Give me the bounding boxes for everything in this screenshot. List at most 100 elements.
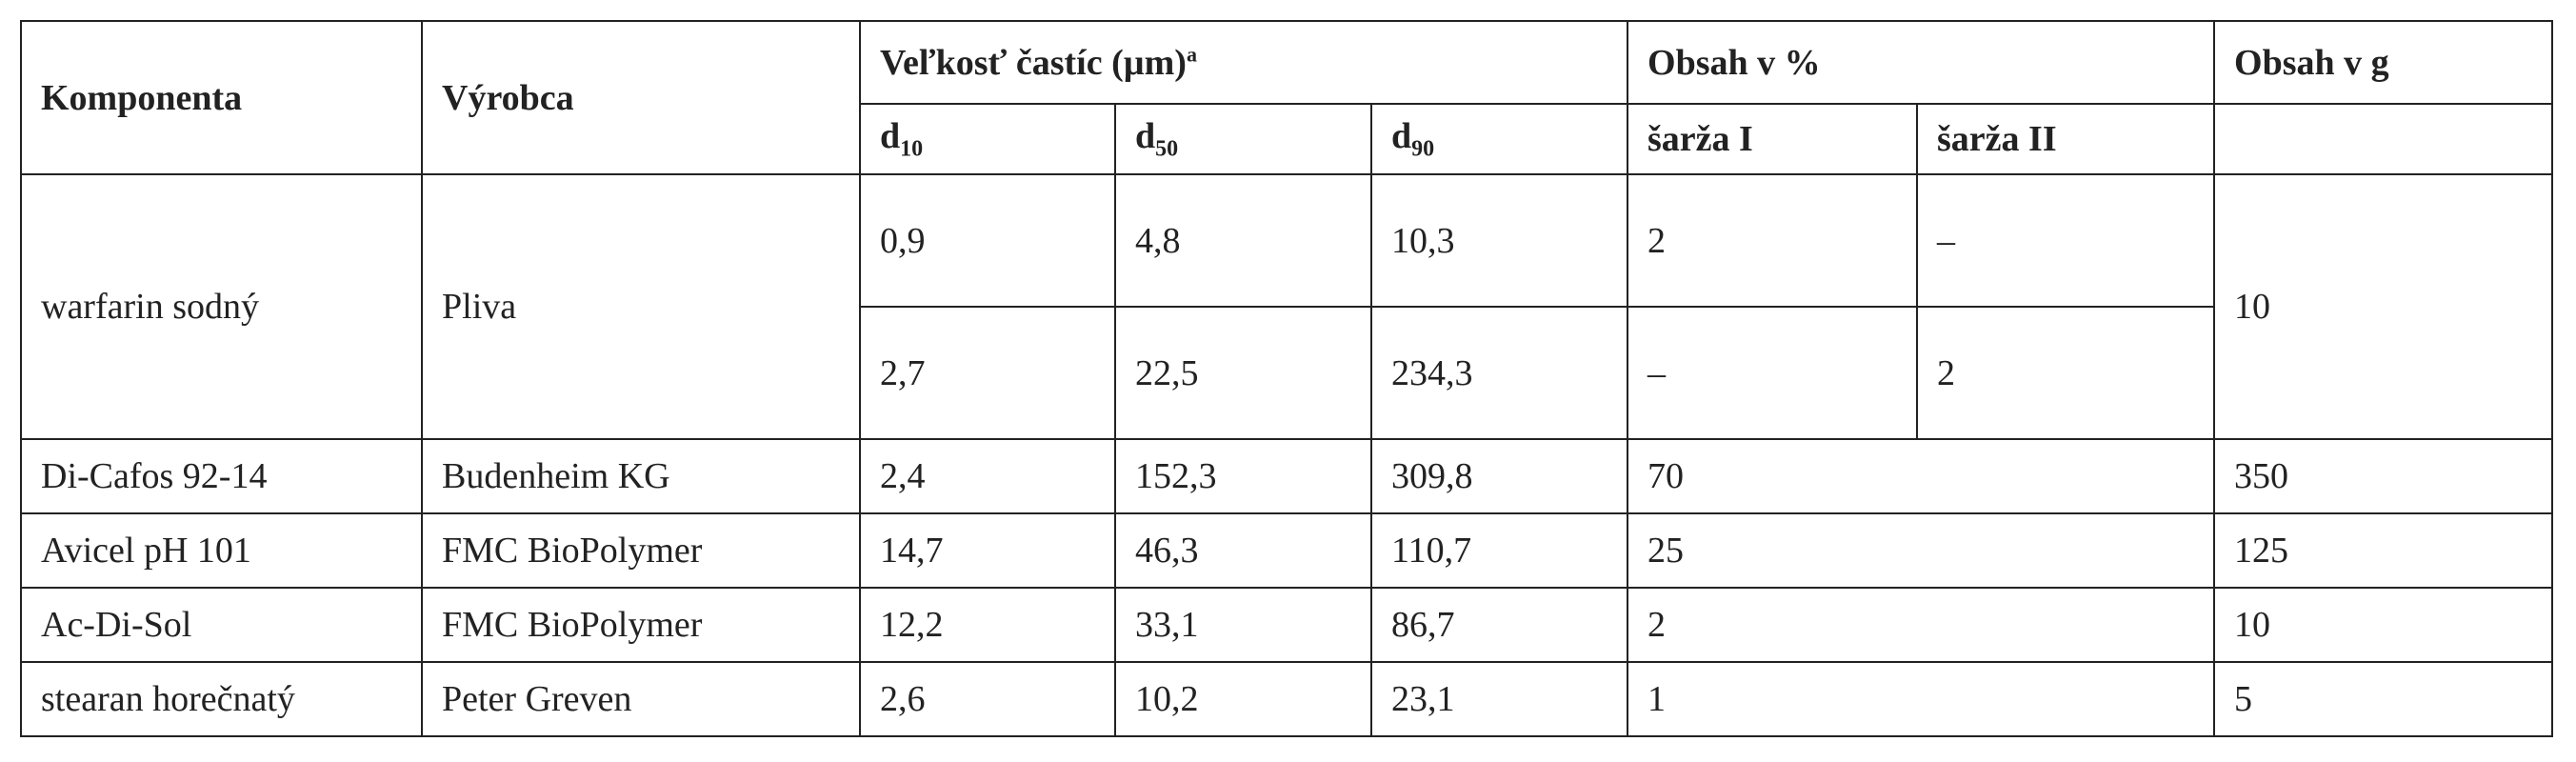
cell-text: 22,5: [1135, 352, 1199, 393]
cell-text: 309,8: [1391, 456, 1473, 496]
cell-text: –: [1647, 352, 1667, 393]
row: Di-Cafos 92-14 Budenheim KG 2,4 152,3 309,8 7…: [20, 438, 2554, 514]
cell: 0,9: [859, 173, 1116, 308]
cell: Budenheim KG: [421, 438, 861, 514]
header-cell: [2213, 103, 2554, 175]
cell-text: 70: [1647, 456, 1685, 496]
cell: –: [1627, 306, 1919, 440]
cell-text: 46,3: [1135, 531, 1199, 571]
cell: Peter Greven: [421, 661, 861, 737]
cell-text: 2,4: [880, 456, 926, 496]
header-cell: d90: [1369, 103, 1629, 175]
cell: Avicel pH 101: [20, 512, 423, 589]
cell-text: 2,7: [880, 352, 926, 393]
cell: Ac-Di-Sol: [20, 587, 423, 663]
cell-text: stearan horečnatý: [41, 679, 295, 719]
cell: 350: [2213, 438, 2554, 514]
cell: 234,3: [1369, 306, 1629, 440]
cell: Di-Cafos 92-14: [20, 438, 423, 514]
cell: –: [1916, 173, 2216, 308]
header-cell: Komponenta: [20, 20, 423, 175]
header-text: d: [1135, 116, 1156, 157]
subscript: 90: [1411, 136, 1435, 162]
cell: 125: [2213, 512, 2554, 589]
cell: 14,7: [859, 512, 1116, 589]
data-table: Komponenta Výrobca Veľkosť častíc (µm)a …: [20, 20, 2554, 737]
cell: Pliva: [421, 173, 861, 440]
cell: 12,2: [859, 587, 1116, 663]
cell: 309,8: [1369, 438, 1629, 514]
table-body: Di-Cafos 92-14 Budenheim KG 2,4 152,3 309,8 7…: [20, 438, 2554, 737]
header-text: Komponenta: [41, 77, 243, 118]
header-cell: d50: [1114, 103, 1372, 175]
cell: 23,1: [1369, 661, 1629, 737]
cell: 25: [1627, 512, 2216, 589]
cell: 46,3: [1114, 512, 1372, 589]
cell-text: 350: [2234, 456, 2289, 496]
cell: stearan horečnatý: [20, 661, 423, 737]
cell-text: Pliva: [442, 287, 517, 327]
cell: 2: [1627, 587, 2216, 663]
cell-text: 110,7: [1391, 531, 1472, 571]
cell-text: 152,3: [1135, 456, 1217, 496]
cell: 2: [1916, 306, 2216, 440]
cell-text: FMC BioPolymer: [442, 605, 703, 645]
cell: 152,3: [1114, 438, 1372, 514]
cell-text: –: [1937, 220, 1956, 261]
header-row: Komponenta Výrobca Veľkosť častíc (µm)a …: [20, 20, 2554, 175]
cell-text: Di-Cafos 92-14: [41, 456, 268, 496]
header-text: šarža I: [1647, 119, 1753, 159]
header-text: Výrobca: [442, 77, 574, 118]
cell-text: 2: [1647, 605, 1667, 645]
header-text: šarža II: [1937, 119, 2057, 159]
cell: 2,6: [859, 661, 1116, 737]
cell-text: 23,1: [1391, 679, 1455, 719]
cell-text: FMC BioPolymer: [442, 531, 703, 571]
header-cell: šarža I: [1627, 103, 1919, 175]
header-text: d: [1391, 116, 1412, 157]
cell: 10: [2213, 173, 2554, 440]
cell-text: Peter Greven: [442, 679, 632, 719]
subscript: 50: [1155, 136, 1179, 162]
footnote-mark: a: [1186, 41, 1197, 66]
cell-text: 25: [1647, 531, 1685, 571]
cell: 5: [2213, 661, 2554, 737]
header-cell: Výrobca: [421, 20, 861, 175]
cell-text: 33,1: [1135, 605, 1199, 645]
header-cell: Obsah v g: [2213, 20, 2554, 105]
cell-text: 14,7: [880, 531, 944, 571]
cell: 22,5: [1114, 306, 1372, 440]
header-text: Obsah v %: [1647, 42, 1821, 83]
cell-text: 2: [1937, 352, 1956, 393]
row: stearan horečnatý Peter Greven 2,6 10,2 23,1…: [20, 661, 2554, 737]
cell: 10: [2213, 587, 2554, 663]
cell-text: 0,9: [880, 220, 926, 261]
header-cell: d10: [859, 103, 1116, 175]
cell-text: warfarin sodný: [41, 287, 259, 327]
cell: warfarin sodný: [20, 173, 423, 440]
cell-text: 2: [1647, 220, 1667, 261]
cell-text: Avicel pH 101: [41, 531, 251, 571]
cell: 2,7: [859, 306, 1116, 440]
cell-text: 234,3: [1391, 352, 1473, 393]
cell: 10,2: [1114, 661, 1372, 737]
cell-text: 86,7: [1391, 605, 1455, 645]
cell: 10,3: [1369, 173, 1629, 308]
cell-text: 10: [2234, 287, 2271, 327]
cell: 2,4: [859, 438, 1116, 514]
header-cell: Obsah v %: [1627, 20, 2216, 105]
cell-text: 5: [2234, 679, 2253, 719]
cell-text: 10,2: [1135, 679, 1199, 719]
row: 2,7 22,5 234,3 – 2: [21, 306, 2552, 440]
header-cell: šarža II: [1916, 103, 2216, 175]
row: warfarin sodný Pliva 0,9 4,8 10,3 2 – 10: [20, 173, 2554, 440]
header-cell: Veľkosť častíc (µm)a: [858, 20, 1629, 105]
row: Ac-Di-Sol FMC BioPolymer 12,2 33,1 86,7 2 10: [20, 587, 2554, 663]
cell-text: 1: [1647, 679, 1667, 719]
cell-text: Ac-Di-Sol: [41, 605, 192, 645]
cell-text: Budenheim KG: [442, 456, 670, 496]
cell: 2: [1627, 173, 1919, 308]
cell-text: 10: [2234, 605, 2271, 645]
cell-text: 10,3: [1391, 220, 1455, 261]
